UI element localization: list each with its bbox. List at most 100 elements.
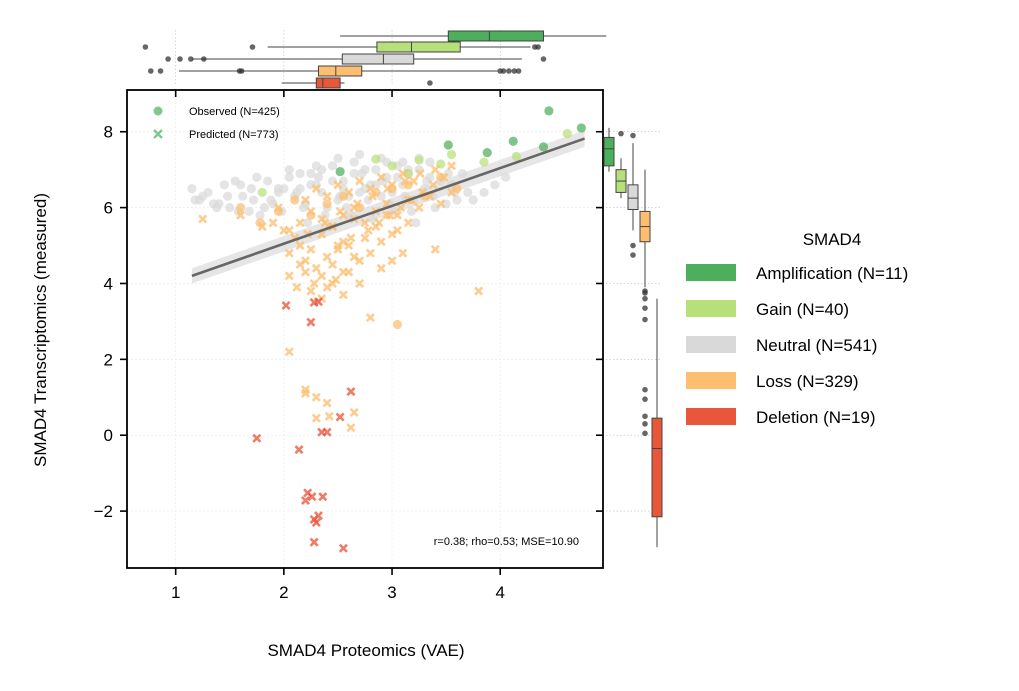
y-tick-label: 0 <box>104 426 113 445</box>
point-predicted-loss <box>365 313 375 323</box>
point-predicted-loss <box>311 263 321 273</box>
point-predicted-loss <box>295 241 305 251</box>
point-observed-neutral <box>298 203 308 213</box>
box-right-amp <box>603 136 615 167</box>
point-observed-neutral <box>457 168 467 179</box>
point-predicted-loss <box>279 225 289 235</box>
box-right-neutral <box>627 184 639 210</box>
point-observed-gain <box>371 154 381 164</box>
box-right-outlier-loss <box>642 421 648 427</box>
point-observed-neutral <box>333 153 343 163</box>
point-predicted-loss <box>317 271 327 281</box>
legend-label-neutral: Neutral (N=541) <box>756 336 877 355</box>
y-axis: −2 0 2 4 6 8 <box>94 123 603 521</box>
point-predicted-loss <box>333 241 343 251</box>
scatter-points <box>187 106 586 553</box>
point-observed-neutral <box>452 195 462 205</box>
inner-legend-observed-label: Observed (N=425) <box>189 106 280 118</box>
point-predicted-loss <box>306 286 316 296</box>
point-predicted-loss <box>383 184 393 194</box>
point-observed-neutral <box>295 184 305 194</box>
point-predicted-del <box>318 492 328 502</box>
point-predicted-loss <box>284 271 294 281</box>
y-tick-label: −2 <box>94 502 113 521</box>
point-predicted-loss <box>335 206 345 216</box>
legend-title: SMAD4 <box>803 230 862 249</box>
point-predicted-loss <box>300 267 311 277</box>
point-predicted-del <box>346 387 356 397</box>
point-observed-loss <box>392 319 403 330</box>
box-top-outlier-loss <box>515 68 522 74</box>
point-predicted-loss <box>360 218 370 228</box>
plot-grid <box>127 90 603 568</box>
box-right-outlier-loss <box>642 413 648 420</box>
point-observed-neutral <box>468 195 478 205</box>
point-observed-amp <box>576 123 586 133</box>
point-observed-gain <box>511 151 522 161</box>
legend-label-loss: Loss (N=329) <box>756 372 859 391</box>
point-observed-neutral <box>327 161 338 171</box>
point-predicted-loss <box>398 248 408 258</box>
box-top-outlier-neutral <box>177 56 183 62</box>
point-predicted-loss <box>396 203 406 213</box>
point-predicted-loss <box>311 413 321 423</box>
point-predicted-loss <box>306 244 316 254</box>
legend-label-gain: Gain (N=40) <box>756 300 849 319</box>
point-predicted-loss <box>385 210 395 220</box>
point-observed-neutral <box>230 176 240 186</box>
point-predicted-loss <box>346 233 356 243</box>
point-predicted-loss <box>295 259 305 270</box>
point-observed-neutral <box>238 191 248 201</box>
point-observed-neutral <box>246 184 257 194</box>
box-right-outlier-loss <box>642 386 648 393</box>
point-predicted-loss <box>400 176 410 186</box>
point-predicted-loss <box>300 195 311 205</box>
box-top-outlier-del <box>427 80 433 86</box>
point-predicted-loss <box>322 191 332 201</box>
point-observed-neutral <box>284 165 294 175</box>
point-observed-gain <box>479 157 489 167</box>
point-predicted-loss <box>268 218 278 228</box>
point-observed-loss <box>235 203 246 213</box>
point-observed-gain <box>257 187 267 198</box>
point-predicted-loss <box>344 267 354 277</box>
point-predicted-loss <box>352 199 362 209</box>
box-top-outlier-loss <box>500 68 507 74</box>
point-observed-amp <box>443 140 453 150</box>
point-predicted-loss <box>346 423 356 433</box>
legend-swatch-gain <box>686 300 736 317</box>
point-predicted-loss <box>292 282 302 292</box>
point-predicted-loss <box>311 392 321 402</box>
box-right-outlier-neutral <box>630 242 636 249</box>
x-tick-label: 1 <box>171 583 180 602</box>
point-observed-neutral <box>225 203 235 213</box>
point-predicted-loss <box>447 187 457 197</box>
point-predicted-loss <box>328 278 338 288</box>
point-observed-amp <box>335 166 345 177</box>
box-right-outlier-loss <box>642 290 648 296</box>
point-predicted-loss <box>322 398 332 408</box>
point-predicted-del <box>311 517 321 527</box>
point-observed-gain <box>387 161 397 171</box>
point-predicted-loss <box>311 184 321 194</box>
box-top-outlier-gain <box>142 44 149 50</box>
point-observed-neutral <box>266 195 276 205</box>
point-observed-neutral <box>284 172 294 182</box>
box-right-outlier-loss <box>642 295 648 302</box>
box-top-outlier-loss <box>157 68 164 74</box>
x-axis-title: SMAD4 Proteomics (VAE) <box>267 641 464 660</box>
point-observed-neutral <box>490 180 500 190</box>
point-predicted-loss <box>324 411 334 421</box>
box-right-outlier-neutral <box>630 252 636 258</box>
point-predicted-loss <box>355 176 365 186</box>
box-right-outlier-loss <box>642 316 648 323</box>
regression-line <box>191 137 586 278</box>
x-axis: 1 2 3 4 <box>171 90 505 602</box>
point-observed-gain <box>446 149 457 160</box>
point-predicted-loss <box>474 286 484 296</box>
inner-legend-predicted-marker <box>153 129 163 139</box>
point-observed-neutral <box>463 187 473 198</box>
point-predicted-del <box>306 317 316 327</box>
point-predicted-loss <box>439 172 449 182</box>
box-right-outlier-loss <box>642 396 648 402</box>
